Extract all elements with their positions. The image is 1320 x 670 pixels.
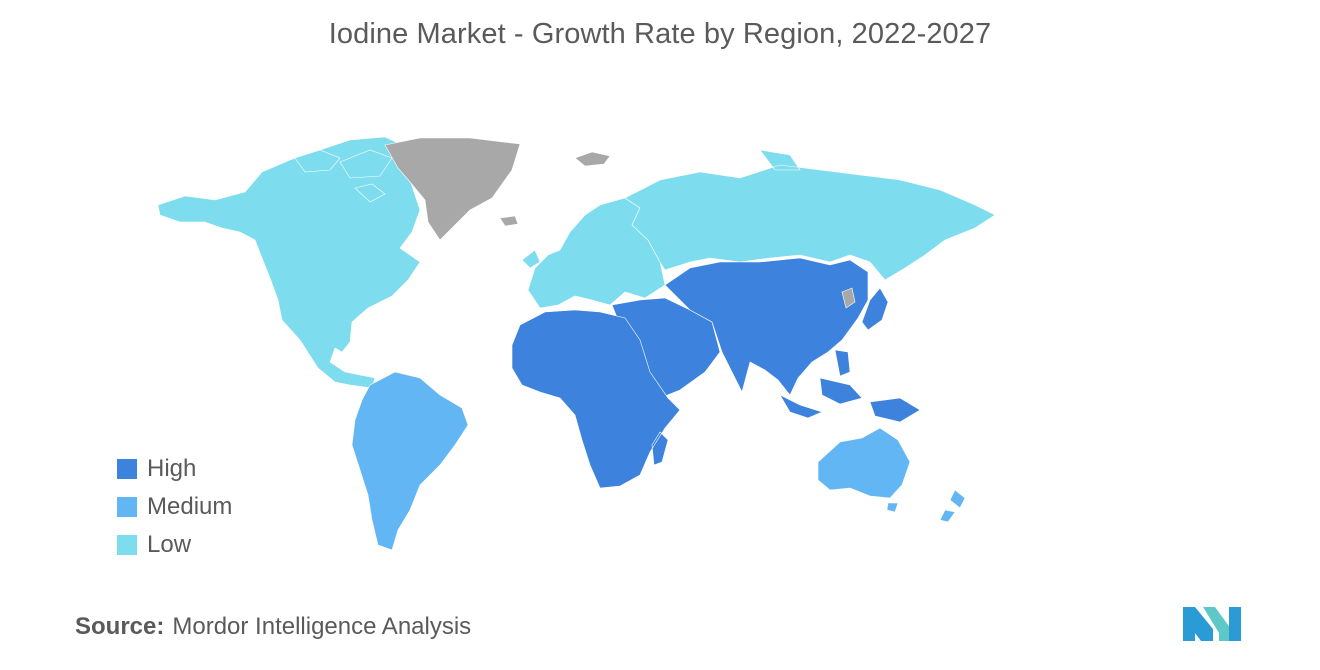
legend-item-high: High [117, 450, 232, 488]
legend-swatch-medium [117, 497, 137, 517]
region-arctic-islands [499, 151, 611, 227]
region-south-america [351, 371, 469, 551]
source-note: Source: Mordor Intelligence Analysis [75, 613, 471, 641]
region-africa [511, 309, 681, 489]
region-new-zealand [939, 489, 966, 523]
legend-item-low: Low [117, 526, 232, 564]
legend-label-medium: Medium [147, 493, 233, 520]
region-greenland [384, 137, 521, 241]
region-australia [817, 427, 911, 513]
region-canadian-islands [294, 149, 393, 203]
region-russia [624, 149, 996, 281]
legend-swatch-high [117, 459, 137, 479]
source-text: Mordor Intelligence Analysis [172, 613, 472, 640]
legend-swatch-low [117, 535, 137, 555]
region-korea [841, 287, 856, 309]
legend-item-medium: Medium [117, 488, 232, 526]
chart-title: Iodine Market - Growth Rate by Region, 2… [328, 18, 992, 50]
region-southeast-asia [779, 349, 921, 423]
legend-label-high: High [147, 455, 197, 482]
legend-label-low: Low [147, 531, 192, 558]
region-north-america [157, 136, 421, 389]
region-asia [664, 257, 869, 396]
legend: High Medium Low [117, 450, 232, 564]
source-label: Source: [75, 613, 165, 640]
mordor-intelligence-logo [1183, 603, 1251, 643]
region-japan [861, 287, 889, 331]
